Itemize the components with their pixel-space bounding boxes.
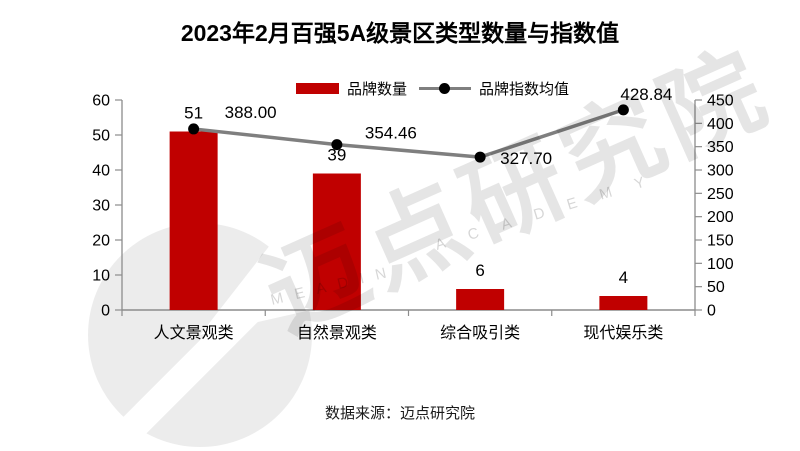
watermark-logo-notch xyxy=(200,240,320,335)
data-source: 数据来源：迈点研究院 xyxy=(324,405,475,422)
bar xyxy=(599,296,648,310)
line-value-label: 327.70 xyxy=(500,149,552,168)
bar-value-label: 6 xyxy=(475,261,484,280)
line-value-label: 354.46 xyxy=(365,124,417,143)
line-marker xyxy=(188,123,200,135)
bar xyxy=(169,131,218,310)
chart-legend: 品牌数量 品牌指数均值 xyxy=(296,78,569,99)
left-axis-tick-label: 20 xyxy=(92,233,110,250)
right-axis-tick-label: 400 xyxy=(707,116,734,133)
right-axis-tick-label: 450 xyxy=(707,93,734,110)
line-series: 388.00 354.46 327.70 428.84 xyxy=(188,85,672,168)
legend-label-line-series: 品牌指数均值 xyxy=(479,80,570,98)
bar-value-label: 39 xyxy=(327,146,346,165)
bar-value-label: 51 xyxy=(184,104,203,123)
legend-item-line-series: 品牌指数均值 xyxy=(419,78,569,99)
right-axis-tick-label: 100 xyxy=(707,256,734,273)
chart-title: 2023年2月百强5A级景区类型数量与指数值 xyxy=(180,20,620,46)
bar xyxy=(312,173,361,310)
left-axis-tick-label: 50 xyxy=(92,128,110,145)
legend-label-bar-series: 品牌数量 xyxy=(347,80,408,98)
line-value-label: 388.00 xyxy=(225,103,277,122)
line-path xyxy=(193,108,624,159)
left-axis-tick-label: 0 xyxy=(101,303,110,320)
category-label: 自然景观类 xyxy=(297,324,377,342)
right-axis-tick-label: 0 xyxy=(707,303,716,320)
bar-series: 51 39 6 4 xyxy=(169,104,648,310)
right-axis-tick-label: 50 xyxy=(707,279,725,296)
right-axis-tick-label: 300 xyxy=(707,163,734,180)
legend-item-bar-series: 品牌数量 xyxy=(296,78,407,99)
line-marker xyxy=(474,151,486,163)
category-label: 人文景观类 xyxy=(154,324,234,342)
category-label: 综合吸引类 xyxy=(440,324,520,342)
line-swatch-icon xyxy=(419,82,472,94)
line-value-label: 428.84 xyxy=(620,85,672,104)
line-marker xyxy=(331,139,343,151)
line-swatch-marker-icon xyxy=(439,82,451,94)
left-axis-tick-label: 60 xyxy=(92,93,110,110)
right-axis-tick-label: 200 xyxy=(707,209,734,226)
bar-swatch-icon xyxy=(296,82,339,94)
watermark-logo xyxy=(88,223,333,451)
bar-value-label: 4 xyxy=(619,268,628,287)
right-axis-tick-label: 350 xyxy=(707,139,734,156)
left-axis-tick-label: 40 xyxy=(92,163,110,180)
left-axis-tick-label: 10 xyxy=(92,268,110,285)
category-label: 现代娱乐类 xyxy=(583,324,663,342)
watermark-en-word2: ACADEMY xyxy=(433,167,670,254)
line-marker xyxy=(617,104,629,116)
right-axis-tick-label: 250 xyxy=(707,186,734,203)
right-axis-tick-label: 150 xyxy=(707,233,734,250)
bar xyxy=(456,289,505,310)
left-axis-tick-label: 30 xyxy=(92,198,110,215)
